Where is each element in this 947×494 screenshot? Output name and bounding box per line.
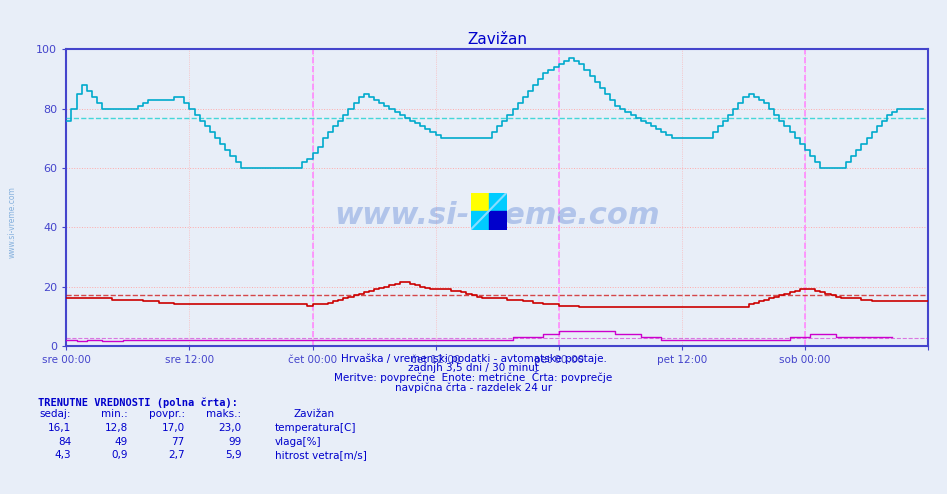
Bar: [471, 193, 489, 211]
Text: 4,3: 4,3: [54, 450, 71, 460]
Bar: [471, 211, 489, 230]
Text: hitrost vetra[m/s]: hitrost vetra[m/s]: [275, 450, 366, 460]
Text: www.si-vreme.com: www.si-vreme.com: [334, 201, 660, 230]
Text: 5,9: 5,9: [224, 450, 241, 460]
Text: 84: 84: [58, 437, 71, 447]
Text: 16,1: 16,1: [47, 423, 71, 433]
Title: Zavižan: Zavižan: [467, 32, 527, 47]
Text: navpična črta - razdelek 24 ur: navpična črta - razdelek 24 ur: [395, 383, 552, 393]
Text: povpr.:: povpr.:: [149, 410, 185, 419]
Text: vlaga[%]: vlaga[%]: [275, 437, 321, 447]
Text: 49: 49: [115, 437, 128, 447]
Text: zadnjh 3,5 dni / 30 minut: zadnjh 3,5 dni / 30 minut: [408, 364, 539, 373]
Text: 77: 77: [171, 437, 185, 447]
Text: Hrvaška / vremenski podatki - avtomatske postaje.: Hrvaška / vremenski podatki - avtomatske…: [341, 353, 606, 364]
Bar: [489, 193, 507, 211]
Text: maks.:: maks.:: [206, 410, 241, 419]
Text: TRENUTNE VREDNOSTI (polna črta):: TRENUTNE VREDNOSTI (polna črta):: [38, 398, 238, 408]
Bar: [489, 211, 507, 230]
Text: 12,8: 12,8: [104, 423, 128, 433]
Text: 0,9: 0,9: [112, 450, 128, 460]
Text: min.:: min.:: [101, 410, 128, 419]
Text: temperatura[C]: temperatura[C]: [275, 423, 356, 433]
Text: 17,0: 17,0: [162, 423, 185, 433]
Text: Zavižan: Zavižan: [294, 410, 334, 419]
Text: 99: 99: [228, 437, 241, 447]
Text: 23,0: 23,0: [219, 423, 241, 433]
Text: 2,7: 2,7: [168, 450, 185, 460]
Text: www.si-vreme.com: www.si-vreme.com: [8, 186, 17, 258]
Text: Meritve: povprečne  Enote: metrične  Črta: povprečje: Meritve: povprečne Enote: metrične Črta:…: [334, 371, 613, 383]
Text: sedaj:: sedaj:: [40, 410, 71, 419]
